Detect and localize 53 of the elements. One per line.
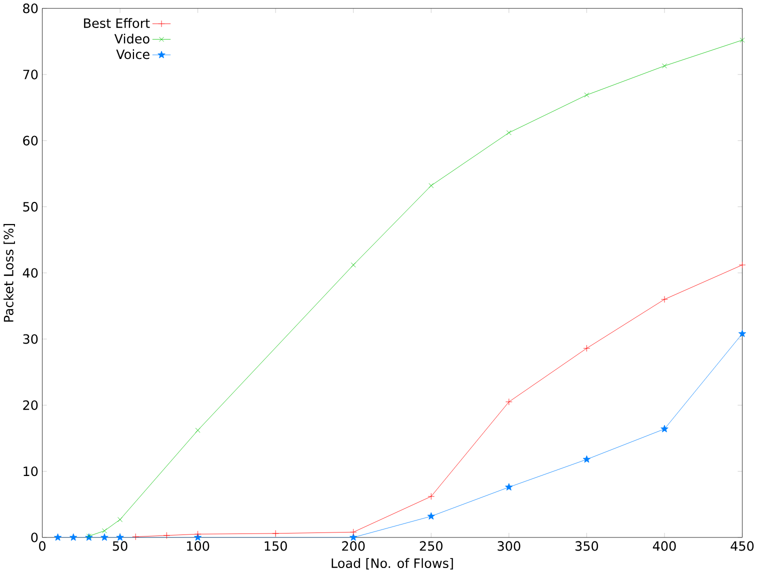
- point: [662, 63, 667, 68]
- point: [740, 38, 745, 43]
- x-tick-label: 350: [575, 541, 598, 551]
- point: [584, 92, 590, 98]
- y-tick-label: 60: [23, 136, 38, 146]
- y-tick-label: 20: [23, 400, 38, 410]
- x-tick-label: 300: [498, 541, 520, 551]
- point: [70, 533, 78, 541]
- point: [582, 455, 591, 463]
- point: [506, 130, 512, 136]
- legend-label: Voice: [116, 49, 150, 60]
- y-tick-label: 50: [23, 202, 38, 212]
- point: [738, 330, 746, 338]
- point: [100, 533, 108, 541]
- point: [738, 262, 746, 268]
- point: [54, 533, 62, 541]
- legend-label: Video: [114, 34, 150, 44]
- x-tick-label: 50: [112, 541, 128, 551]
- x-axis-title: Load [No. of Flows]: [332, 558, 453, 570]
- point: [118, 517, 123, 522]
- point: [350, 528, 357, 536]
- point: [583, 344, 590, 352]
- y-tick-label: 80: [23, 3, 38, 14]
- point: [194, 530, 202, 538]
- point: [102, 528, 107, 534]
- x-tick-label: 100: [187, 541, 210, 551]
- x-tick-label: 0: [39, 541, 46, 551]
- x-tick-label: 150: [264, 541, 287, 551]
- y-tick-label: 40: [22, 268, 38, 278]
- point: [506, 398, 512, 406]
- point: [116, 533, 124, 541]
- x-tick-label: 400: [652, 541, 676, 551]
- x-tick-label: 450: [730, 541, 754, 551]
- point: [272, 530, 280, 537]
- y-tick-label: 70: [23, 70, 38, 80]
- point: [661, 296, 668, 303]
- point: [427, 512, 436, 520]
- point: [132, 533, 140, 540]
- point: [428, 492, 435, 500]
- point: [195, 428, 200, 433]
- point: [660, 424, 668, 432]
- point: [505, 483, 513, 490]
- y-axis-title: Packet Loss [%]: [4, 224, 15, 322]
- point: [350, 262, 356, 268]
- y-tick-label: 10: [24, 466, 38, 476]
- point: [350, 533, 358, 541]
- legend-label: Best Effort: [84, 18, 150, 28]
- point: [163, 532, 170, 539]
- y-tick-label: 30: [23, 334, 38, 344]
- x-tick-label: 200: [342, 541, 365, 551]
- point: [428, 183, 434, 188]
- y-tick-label: 0: [31, 532, 38, 542]
- x-tick-label: 250: [420, 541, 442, 551]
